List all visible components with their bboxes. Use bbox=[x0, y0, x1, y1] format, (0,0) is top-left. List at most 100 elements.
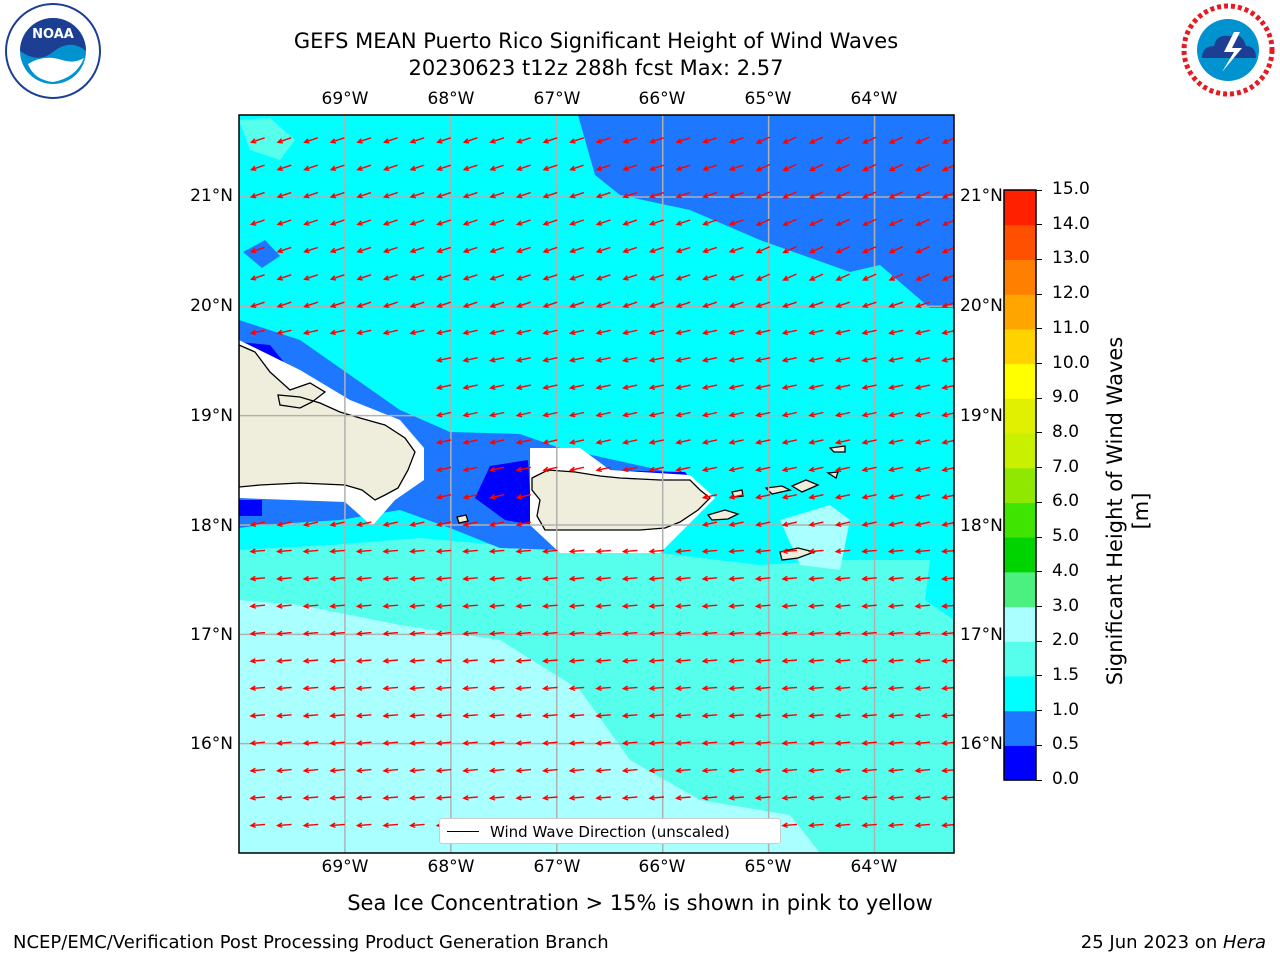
colorbar-segment-13 bbox=[1004, 294, 1036, 330]
colorbar-tick-label-10: 8.0 bbox=[1052, 421, 1080, 442]
wave-direction-arrow-484 bbox=[914, 658, 931, 664]
wave-direction-arrow-66 bbox=[569, 191, 585, 199]
wave-direction-arrow-520 bbox=[435, 712, 452, 719]
wave-field-2-3m-south bbox=[239, 600, 820, 853]
wave-direction-arrow-125 bbox=[702, 246, 718, 254]
wave-direction-arrow-391 bbox=[595, 575, 611, 582]
wave-direction-arrow-613 bbox=[754, 795, 771, 801]
wave-direction-arrow-544 bbox=[355, 740, 372, 746]
wave-direction-arrow-251 bbox=[834, 384, 851, 390]
wave-direction-arrow-282 bbox=[595, 439, 611, 445]
wave-direction-arrow-94 bbox=[595, 219, 611, 226]
wave-direction-arrow-36 bbox=[489, 164, 505, 171]
wave-direction-arrow-88 bbox=[436, 219, 452, 226]
wave-direction-arrow-236 bbox=[435, 384, 452, 390]
wave-direction-arrow-169 bbox=[436, 301, 452, 308]
wave-direction-arrow-444 bbox=[568, 630, 585, 637]
wave-direction-arrow-489 bbox=[329, 685, 345, 692]
wave-direction-arrow-117 bbox=[489, 246, 505, 254]
wave-direction-arrow-23 bbox=[861, 136, 877, 144]
wave-direction-arrow-211 bbox=[834, 329, 851, 336]
wave-direction-arrow-25 bbox=[915, 136, 930, 144]
wave-direction-arrow-99 bbox=[728, 219, 744, 226]
wave-direction-arrow-114 bbox=[409, 246, 425, 254]
wave-direction-arrow-297 bbox=[462, 466, 478, 473]
wave-direction-arrow-413 bbox=[462, 603, 478, 609]
wave-direction-arrow-284 bbox=[648, 439, 664, 445]
wave-direction-arrow-458 bbox=[941, 630, 954, 637]
wave-direction-arrow-289 bbox=[781, 439, 797, 445]
wave-direction-arrow-474 bbox=[648, 658, 665, 664]
wave-direction-arrow-266 bbox=[701, 411, 718, 418]
wave-direction-arrow-503 bbox=[701, 685, 718, 692]
colorbar-segment-12 bbox=[1004, 328, 1036, 365]
wave-direction-arrow-241 bbox=[568, 384, 585, 390]
wave-direction-arrow-192 bbox=[329, 329, 345, 336]
wave-direction-arrow-286 bbox=[701, 439, 718, 445]
wave-direction-arrow-195 bbox=[409, 329, 425, 336]
wave-direction-arrow-193 bbox=[356, 329, 372, 336]
wave-direction-arrow-468 bbox=[488, 658, 505, 664]
wave-direction-arrow-491 bbox=[382, 685, 399, 692]
wave-direction-arrow-92 bbox=[542, 219, 558, 226]
wave-direction-arrow-464 bbox=[382, 658, 399, 664]
wave-direction-arrow-326 bbox=[861, 494, 877, 500]
lat-label-right-18n: 18°N bbox=[960, 516, 1003, 536]
wave-direction-arrow-40 bbox=[595, 164, 611, 171]
wave-direction-arrow-124 bbox=[675, 246, 691, 254]
wave-direction-arrow-510 bbox=[887, 685, 904, 692]
wave-direction-arrow-119 bbox=[542, 246, 558, 254]
wave-direction-arrow-3 bbox=[329, 137, 345, 144]
wave-direction-arrow-501 bbox=[648, 685, 665, 692]
wave-direction-arrow-564 bbox=[887, 740, 904, 746]
wave-direction-arrow-575 bbox=[462, 767, 478, 774]
wave-direction-arrow-428 bbox=[861, 603, 877, 609]
colorbar-segment-16 bbox=[1004, 190, 1036, 226]
wave-direction-arrow-264 bbox=[648, 411, 664, 418]
wave-direction-arrow-103 bbox=[835, 218, 850, 226]
colorbar-tick-label-3: 1.5 bbox=[1052, 664, 1080, 685]
lon-label-top-69w: 69°W bbox=[321, 89, 369, 109]
wave-direction-arrow-278 bbox=[489, 439, 505, 445]
wave-direction-arrow-366 bbox=[648, 548, 665, 555]
land-hispaniola bbox=[239, 344, 416, 501]
footer-branch: NCEP/EMC/Verification Post Processing Pr… bbox=[13, 932, 609, 953]
wave-direction-arrow-207 bbox=[728, 329, 744, 336]
wave-direction-arrow-285 bbox=[675, 439, 691, 445]
wave-direction-arrow-582 bbox=[648, 767, 665, 774]
lon-label-bottom-68w: 68°W bbox=[427, 857, 475, 877]
colorbar-tick-label-0: 0.0 bbox=[1052, 769, 1080, 789]
wave-direction-arrow-10 bbox=[515, 137, 531, 144]
wave-direction-arrow-187 bbox=[914, 301, 930, 308]
wave-direction-arrow-612 bbox=[728, 795, 744, 801]
wave-direction-arrow-257 bbox=[462, 411, 478, 418]
wave-direction-arrow-425 bbox=[781, 603, 798, 609]
colorbar-segment-5 bbox=[1004, 571, 1036, 608]
wave-direction-arrow-586 bbox=[754, 767, 771, 774]
wave-direction-arrow-37 bbox=[515, 164, 531, 171]
wave-direction-arrow-504 bbox=[728, 685, 744, 692]
wave-direction-arrow-381 bbox=[329, 575, 345, 582]
lat-label-right-16n: 16°N bbox=[960, 734, 1003, 754]
wave-direction-arrow-445 bbox=[595, 630, 611, 637]
wave-direction-arrow-205 bbox=[675, 329, 691, 336]
wave-direction-arrow-376 bbox=[914, 548, 931, 555]
wave-direction-arrow-98 bbox=[702, 219, 718, 226]
wave-direction-arrow-31 bbox=[356, 164, 372, 171]
wave-direction-arrow-502 bbox=[675, 685, 691, 692]
wave-direction-arrow-181 bbox=[755, 301, 771, 308]
wave-direction-arrow-96 bbox=[648, 219, 664, 226]
wave-direction-arrow-185 bbox=[861, 301, 877, 308]
wave-direction-arrow-269 bbox=[781, 411, 797, 418]
wave-direction-arrow-1 bbox=[276, 137, 292, 144]
wave-direction-arrow-430 bbox=[914, 603, 931, 609]
wave-direction-arrow-209 bbox=[781, 329, 797, 336]
wave-direction-arrow-279 bbox=[515, 439, 531, 445]
wave-direction-arrow-348 bbox=[888, 521, 904, 527]
wave-direction-arrow-197 bbox=[462, 329, 478, 336]
wave-direction-arrow-263 bbox=[622, 411, 638, 418]
footer-date: 25 Jun 2023 on Hera bbox=[1081, 932, 1266, 953]
wave-direction-arrow-647 bbox=[941, 822, 954, 829]
wave-direction-arrow-186 bbox=[888, 301, 904, 308]
wave-direction-arrow-272 bbox=[861, 411, 877, 418]
